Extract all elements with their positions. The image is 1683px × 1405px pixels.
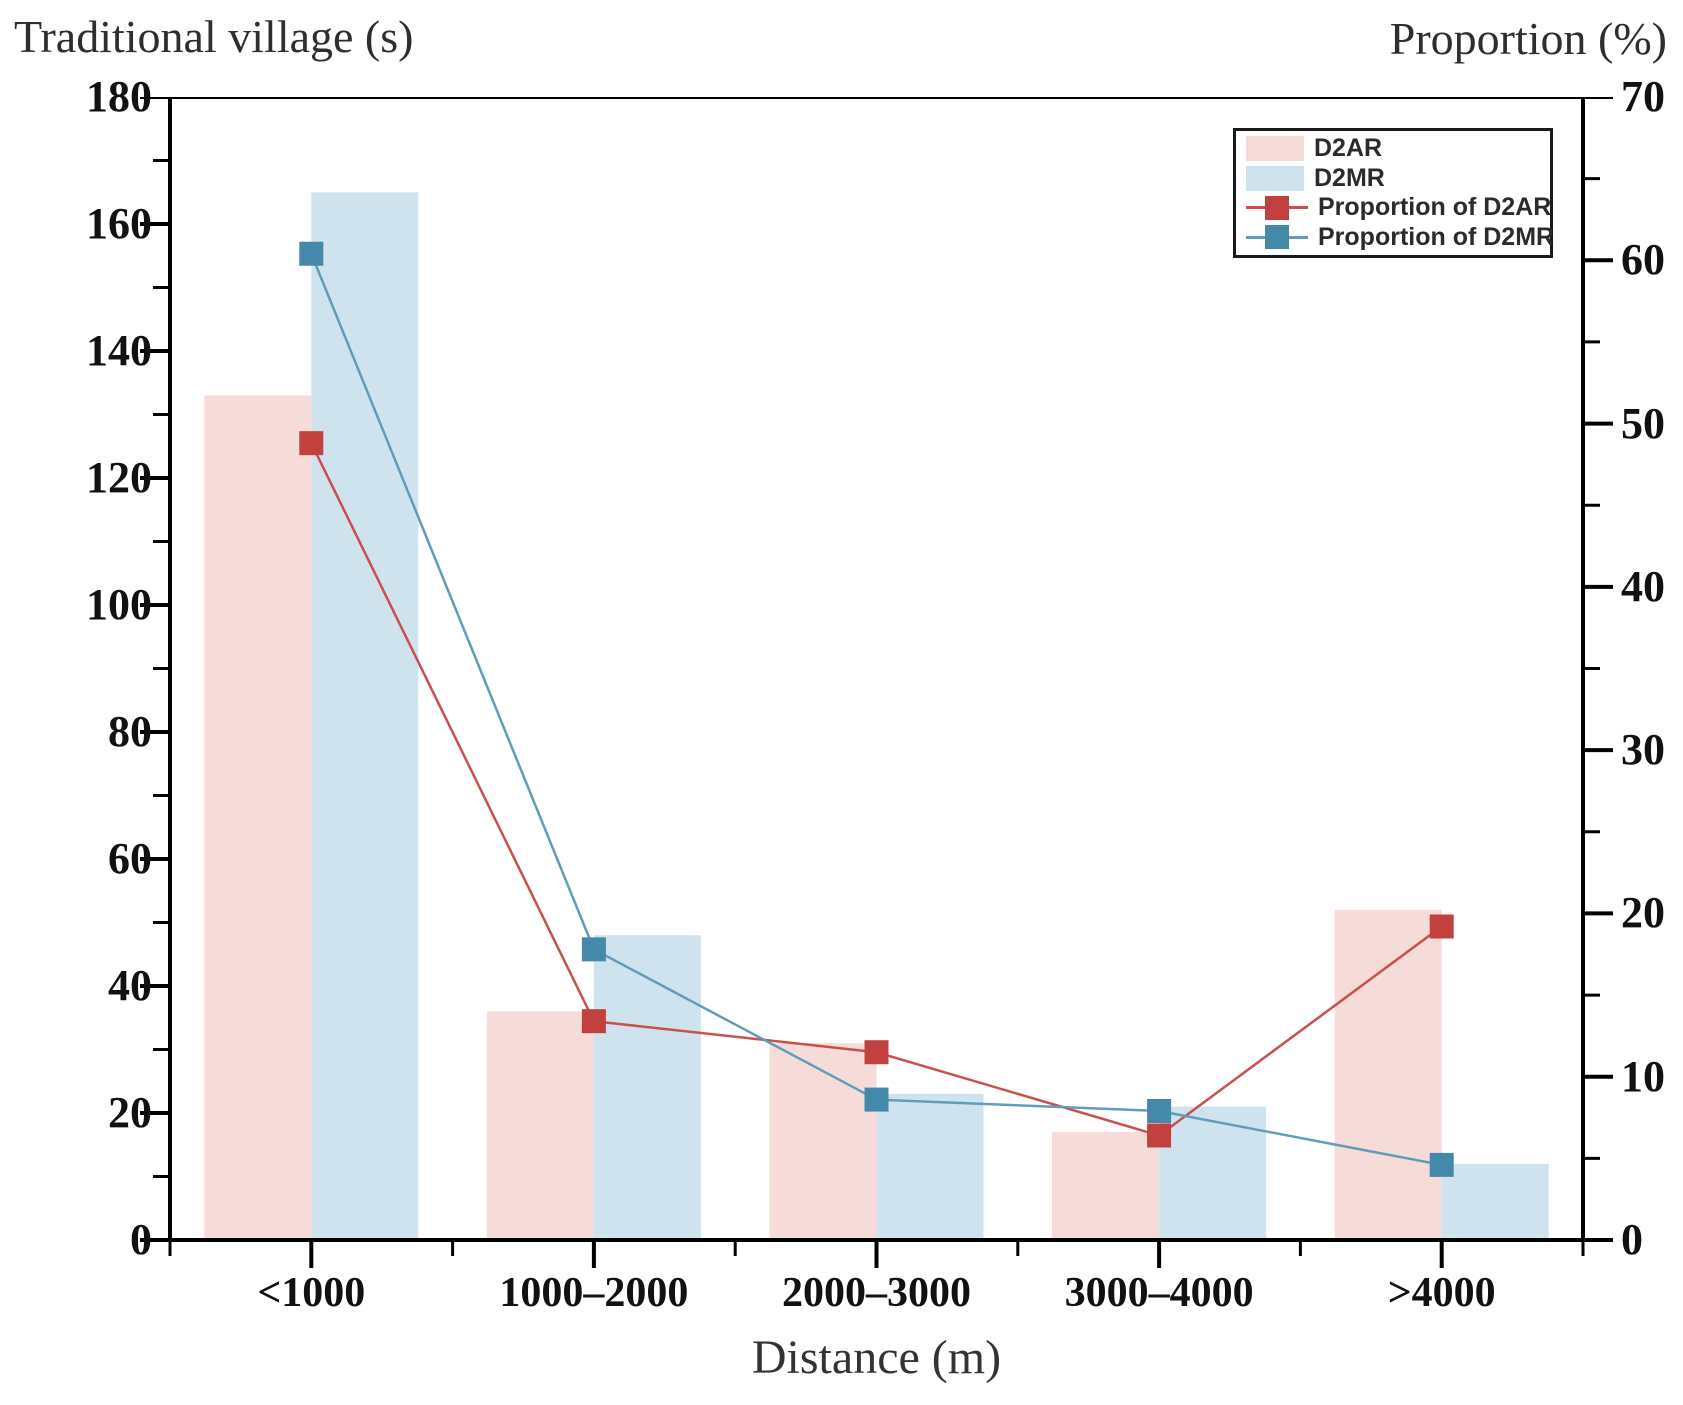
legend-swatch-d2mr-bar [1246, 165, 1304, 191]
right-tick-label-50: 50 [1621, 398, 1665, 448]
x-tick-label-2: 2000–3000 [782, 1270, 971, 1316]
marker-d2mr-2 [864, 1087, 889, 1112]
marker-d2ar-4 [1429, 914, 1454, 939]
bar-d2mr-2 [876, 1093, 984, 1240]
legend-marker-sample [1265, 195, 1289, 220]
x-tick-label-0: <1000 [257, 1270, 366, 1316]
marker-d2ar-2 [864, 1040, 889, 1065]
legend-swatch-d2mr-line [1246, 224, 1308, 250]
legend-item-d2ar: D2AR [1246, 134, 1542, 163]
line-d2mr [310, 253, 1442, 1167]
left-tick-label-60: 60 [108, 834, 152, 883]
left-tick-label-180: 180 [86, 72, 152, 121]
legend-item-d2mr: D2MR [1246, 164, 1542, 193]
left-tick-label-120: 120 [86, 453, 152, 502]
bar-d2mr-0 [311, 192, 419, 1240]
marker-d2mr-4 [1429, 1152, 1454, 1177]
left-tick-label-0: 0 [130, 1215, 152, 1264]
right-tick-label-20: 20 [1621, 888, 1665, 938]
plot-area [140, 97, 1613, 1268]
right-tick-label-40: 40 [1621, 561, 1665, 611]
right-tick-label-10: 10 [1621, 1051, 1665, 1101]
bar-d2mr-3 [1159, 1106, 1267, 1240]
right-tick-label-70: 70 [1621, 72, 1665, 121]
marker-d2mr-3 [1147, 1099, 1172, 1124]
marker-d2ar-0 [299, 431, 324, 456]
left-tick-label-140: 140 [86, 326, 152, 375]
legend-label: D2AR [1314, 134, 1383, 163]
marker-d2ar-3 [1147, 1123, 1172, 1148]
left-tick-label-100: 100 [86, 580, 152, 629]
bar-d2ar-4 [1334, 909, 1442, 1240]
left-tick-label-20: 20 [108, 1088, 152, 1137]
right-axis-title: Proportion (%) [1389, 13, 1667, 64]
right-tick-label-60: 60 [1621, 235, 1665, 285]
marker-d2ar-1 [581, 1009, 606, 1034]
bar-d2mr-1 [593, 935, 701, 1240]
bar-d2ar-3 [1052, 1132, 1160, 1240]
legend-label: Proportion of D2MR [1318, 222, 1555, 251]
x-tick-label-4: >4000 [1387, 1270, 1496, 1316]
legend: D2AR D2MR Proportion of D2AR Proportion of … [1233, 128, 1554, 258]
legend-item-proportion-of-d2mr: Proportion of D2MR [1246, 223, 1554, 252]
left-axis-title: Traditional village (s) [14, 11, 414, 62]
legend-swatch-d2ar-bar [1246, 136, 1304, 162]
x-axis-title: Distance (m) [751, 1331, 1002, 1384]
legend-marker-sample [1265, 225, 1289, 250]
legend-label: D2MR [1314, 163, 1385, 192]
left-tick-label-80: 80 [108, 707, 152, 756]
line-d2ar [310, 442, 1443, 1137]
left-tick-label-160: 160 [86, 199, 152, 248]
bar-d2ar-2 [769, 1043, 877, 1240]
left-tick-label-40: 40 [108, 961, 152, 1010]
legend-item-proportion-of-d2ar: Proportion of D2AR [1246, 193, 1551, 222]
right-tick-label-0: 0 [1621, 1215, 1643, 1264]
marker-d2mr-1 [581, 937, 606, 962]
right-tick-label-30: 30 [1621, 725, 1665, 775]
legend-swatch-d2ar-line [1246, 195, 1308, 221]
x-tick-label-1: 1000–2000 [499, 1270, 689, 1316]
marker-d2mr-0 [299, 241, 324, 266]
bar-d2ar-1 [486, 1011, 594, 1240]
bar-d2mr-4 [1441, 1163, 1549, 1240]
x-tick-label-3: 3000–4000 [1064, 1270, 1254, 1316]
legend-label: Proportion of D2AR [1318, 193, 1552, 222]
bar-d2ar-0 [204, 395, 312, 1240]
